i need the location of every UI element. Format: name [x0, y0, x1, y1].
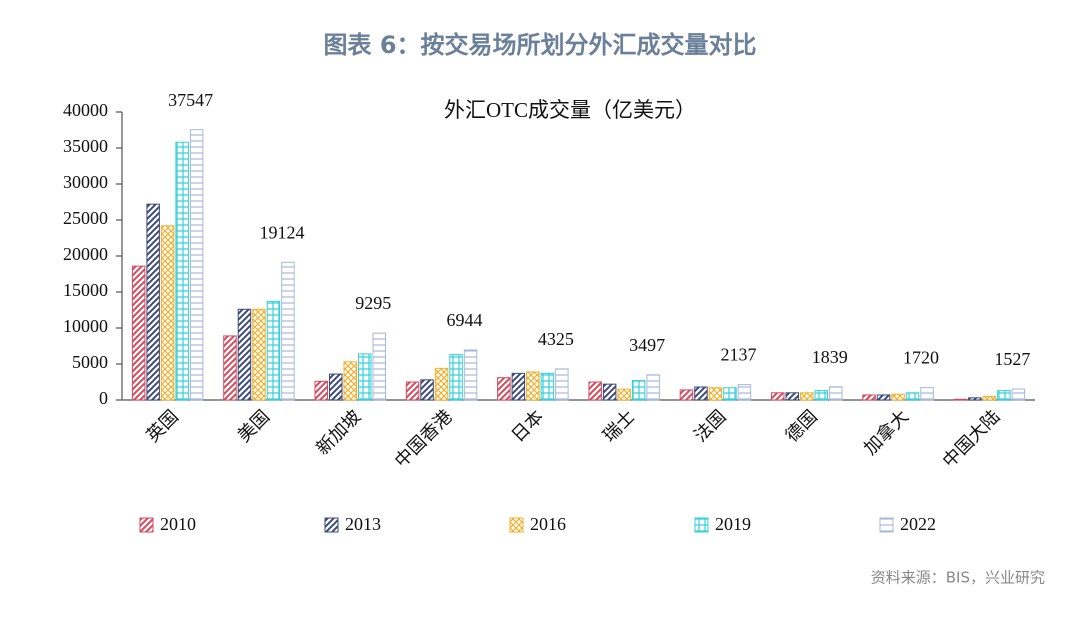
- y-tick-label: 25000: [63, 208, 108, 228]
- bar: [862, 394, 876, 401]
- bar: [314, 380, 328, 401]
- bar: [540, 372, 555, 401]
- bar: [266, 300, 281, 401]
- bar: [602, 383, 617, 401]
- bar: [555, 368, 569, 401]
- legend-label: 2010: [160, 514, 196, 534]
- y-tick-label: 0: [99, 388, 108, 408]
- bar: [891, 393, 905, 401]
- y-tick-label: 20000: [63, 244, 108, 264]
- source-note: 资料来源：BIS，兴业研究: [871, 569, 1045, 587]
- bar: [588, 381, 602, 401]
- y-tick-label: 35000: [63, 136, 108, 156]
- bar: [617, 388, 631, 401]
- data-label: 6944: [447, 310, 483, 330]
- x-tick-label: 瑞士: [599, 406, 639, 446]
- bar: [694, 386, 708, 401]
- legend-label: 2022: [900, 514, 936, 534]
- bar: [189, 129, 204, 401]
- legend-swatch: [324, 517, 339, 533]
- x-tick-label: 新加坡: [312, 406, 365, 459]
- data-label: 1720: [903, 348, 939, 368]
- legend-swatch: [139, 517, 154, 533]
- bar: [463, 349, 478, 401]
- data-label: 37547: [168, 90, 213, 110]
- bar: [175, 141, 189, 401]
- data-label: 19124: [259, 222, 304, 242]
- bar: [405, 381, 420, 401]
- bar: [449, 354, 463, 401]
- y-tick-label: 5000: [72, 352, 108, 372]
- bar: [814, 390, 828, 401]
- y-tick-label: 30000: [63, 172, 108, 192]
- bar: [434, 367, 449, 401]
- bar: [785, 392, 799, 401]
- legend-label: 2019: [715, 514, 751, 534]
- legend-swatch: [509, 517, 524, 533]
- legend-label: 2016: [530, 514, 566, 534]
- x-tick-label: 中国大陆: [939, 406, 1005, 472]
- data-label: 4325: [538, 329, 574, 349]
- bar: [160, 225, 175, 401]
- bar: [737, 384, 752, 401]
- bar: [223, 335, 237, 401]
- y-tick-label: 10000: [63, 316, 108, 336]
- bar: [723, 387, 737, 401]
- bar: [372, 332, 386, 401]
- bar: [343, 361, 357, 401]
- bar: [968, 397, 982, 401]
- bar: [829, 386, 843, 401]
- bar: [358, 353, 372, 401]
- bar: [252, 308, 266, 401]
- bar: [146, 203, 160, 401]
- bar: [237, 308, 252, 401]
- x-tick-label: 法国: [690, 406, 730, 446]
- data-label: 2137: [720, 345, 756, 365]
- bar: [526, 371, 540, 401]
- bar: [646, 374, 660, 401]
- bar: [1011, 388, 1026, 401]
- bar: [679, 389, 694, 401]
- x-tick-label: 德国: [782, 406, 822, 446]
- bar: [131, 265, 146, 401]
- legend-label: 2013: [345, 514, 381, 534]
- x-tick-label: 中国香港: [391, 406, 457, 472]
- data-label: 1527: [994, 349, 1030, 369]
- y-tick-label: 40000: [63, 100, 108, 120]
- data-label: 9295: [355, 293, 391, 313]
- bar: [329, 373, 343, 401]
- legend-swatch: [694, 517, 709, 533]
- legend-swatch: [879, 517, 894, 533]
- x-tick-label: 日本: [508, 406, 548, 446]
- bar: [905, 392, 920, 401]
- bar: [771, 392, 785, 401]
- bar: [982, 395, 997, 401]
- bar: [800, 392, 814, 401]
- bar: [631, 380, 646, 401]
- bar: [497, 377, 511, 401]
- bar: [281, 261, 295, 401]
- bar: [420, 379, 434, 401]
- y-tick-label: 15000: [63, 280, 108, 300]
- x-tick-label: 美国: [234, 406, 274, 446]
- bar: [511, 372, 526, 401]
- data-label: 1839: [812, 347, 848, 367]
- chart-subtitle: 外汇OTC成交量（亿美元）: [444, 98, 696, 122]
- x-tick-label: 英国: [142, 406, 182, 446]
- x-tick-label: 加拿大: [859, 406, 913, 460]
- bar: [953, 398, 968, 401]
- bar: [920, 387, 934, 401]
- bar: [876, 394, 891, 401]
- data-label: 3497: [629, 335, 665, 355]
- bar: [708, 387, 723, 401]
- bar: [997, 390, 1011, 401]
- chart-title: 图表 6：按交易场所划分外汇成交量对比: [323, 31, 756, 59]
